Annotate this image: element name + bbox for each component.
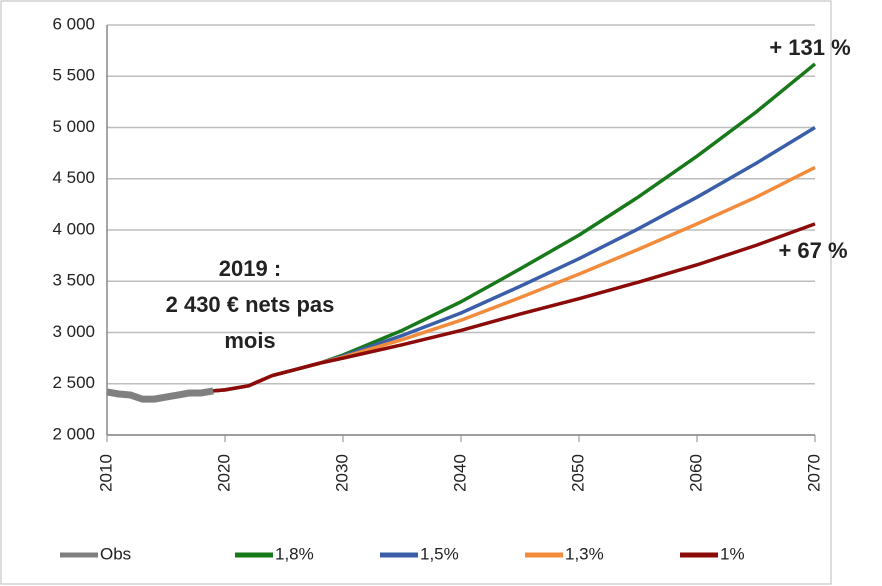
y-tick-label: 3 000	[52, 322, 95, 341]
series-line	[213, 126, 816, 393]
x-tick-label: 2020	[214, 454, 233, 492]
y-tick-label: 5 500	[52, 66, 95, 85]
y-tick-label: 2 500	[52, 373, 95, 392]
y-tick-label: 6 000	[52, 14, 95, 33]
legend-label: Obs	[100, 544, 131, 563]
x-tick-label: 2070	[804, 454, 823, 492]
series-line	[213, 222, 816, 393]
y-tick-label: 5 000	[52, 117, 95, 136]
y-tick-label: 4 000	[52, 219, 95, 238]
series-line	[213, 165, 816, 393]
x-tick-label: 2010	[96, 454, 115, 492]
legend-label: 1,3%	[565, 544, 604, 563]
annotation: 2019 :	[219, 256, 281, 281]
annotation: 2 430 € nets pas	[166, 292, 335, 317]
series-line	[213, 62, 817, 393]
annotation: mois	[224, 328, 275, 353]
y-tick-label: 2 000	[52, 424, 95, 443]
y-tick-label: 4 500	[52, 168, 95, 187]
y-tick-label: 3 500	[52, 271, 95, 290]
series-line	[106, 387, 214, 403]
x-tick-label: 2030	[332, 454, 351, 492]
legend-label: 1%	[720, 544, 745, 563]
x-tick-label: 2060	[686, 454, 705, 492]
x-tick-label: 2040	[450, 454, 469, 492]
annotation: + 131 %	[769, 35, 850, 60]
legend-label: 1,5%	[420, 544, 459, 563]
legend-label: 1,8%	[275, 544, 314, 563]
chart-frame	[0, 0, 832, 585]
annotation: + 67 %	[778, 238, 847, 263]
x-tick-label: 2050	[568, 454, 587, 492]
